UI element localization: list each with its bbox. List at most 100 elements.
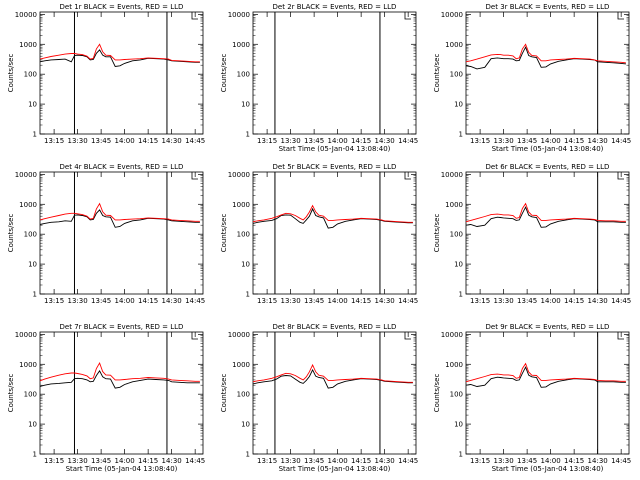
y-tick-label: 10 [28, 261, 37, 269]
panel-title: Det 7r BLACK = Events, RED = LLD [60, 323, 184, 331]
x-tick-label: 14:00 [541, 297, 561, 305]
y-tick-label: 10000 [15, 331, 37, 339]
step-marker [404, 12, 411, 20]
detector-panel-7: Det 7r BLACK = Events, RED = LLD 1 10 100 10… [7, 323, 205, 473]
x-tick-label: 14:30 [588, 297, 608, 305]
series-line-lld [465, 43, 626, 64]
x-tick-label: 14:00 [328, 297, 348, 305]
x-tick-label: 13:15 [44, 457, 64, 465]
x-tick-label: 14:45 [611, 137, 631, 145]
x-tick-label: 14:45 [185, 297, 205, 305]
y-axis-label: Counts/sec [7, 54, 15, 93]
x-tick-label: 13:45 [91, 137, 111, 145]
series-line-events [39, 209, 200, 228]
series-line-lld [39, 202, 200, 222]
y-tick-label: 100 [450, 391, 463, 399]
y-tick-label: 10 [454, 421, 463, 429]
x-tick-label: 14:00 [328, 457, 348, 465]
x-tick-label: 13:15 [257, 297, 277, 305]
y-tick-label: 1000 [232, 361, 250, 369]
y-axis-label: Counts/sec [220, 54, 228, 93]
x-tick-label: 14:45 [185, 457, 205, 465]
x-tick-label: 13:15 [257, 137, 277, 145]
series-line-events [39, 49, 200, 67]
step-marker [617, 12, 624, 20]
y-tick-label: 10 [241, 421, 250, 429]
y-tick-label: 10000 [228, 11, 250, 19]
step-marker [404, 172, 411, 180]
y-tick-label: 100 [237, 71, 250, 79]
plot-frame [465, 11, 630, 135]
x-tick-label: 13:45 [304, 457, 324, 465]
x-tick-label: 14:15 [564, 297, 584, 305]
series-line-lld [465, 202, 626, 223]
x-tick-label: 13:30 [281, 457, 301, 465]
x-axis-label: Start Time (05-Jan-04 13:08:40) [279, 465, 391, 473]
x-tick-label: 14:45 [398, 457, 418, 465]
x-tick-label: 14:00 [115, 457, 135, 465]
y-tick-label: 10000 [228, 171, 250, 179]
detector-panel-6: Det 6r BLACK = Events, RED = LLD 1 10 100 10… [433, 163, 631, 305]
x-tick-label: 13:45 [304, 137, 324, 145]
y-tick-label: 10000 [441, 331, 463, 339]
y-tick-label: 100 [450, 231, 463, 239]
x-tick-label: 14:30 [162, 457, 182, 465]
x-tick-label: 13:45 [517, 297, 537, 305]
x-tick-label: 13:30 [281, 137, 301, 145]
detector-panel-5: Det 5r BLACK = Events, RED = LLD 1 10 100 10… [220, 163, 418, 305]
x-tick-label: 14:30 [162, 137, 182, 145]
detector-panel-3: Det 3r BLACK = Events, RED = LLD 1 10 100 10… [433, 3, 631, 153]
detector-panel-8: Det 8r BLACK = Events, RED = LLD 1 10 100 10… [220, 323, 418, 473]
y-tick-label: 10 [454, 101, 463, 109]
y-tick-label: 10 [241, 101, 250, 109]
y-tick-label: 1000 [445, 41, 463, 49]
series-line-events [465, 46, 626, 70]
y-axis-label: Counts/sec [7, 214, 15, 253]
x-tick-label: 14:30 [375, 457, 395, 465]
y-tick-label: 1000 [232, 201, 250, 209]
series-line-events [465, 366, 626, 388]
x-tick-label: 14:45 [185, 137, 205, 145]
x-tick-label: 14:15 [351, 137, 371, 145]
plot-frame [39, 171, 204, 295]
y-tick-label: 10 [241, 261, 250, 269]
plot-frame [39, 331, 204, 455]
y-tick-label: 1 [33, 131, 37, 139]
y-axis-label: Counts/sec [433, 214, 441, 253]
series-line-lld [252, 363, 413, 383]
x-tick-label: 14:45 [398, 137, 418, 145]
series-line-events [252, 368, 413, 389]
y-tick-label: 100 [24, 71, 37, 79]
panel-title: Det 3r BLACK = Events, RED = LLD [486, 3, 610, 11]
x-tick-label: 14:15 [564, 137, 584, 145]
x-tick-label: 14:15 [351, 457, 371, 465]
y-tick-label: 10000 [441, 11, 463, 19]
y-axis-label: Counts/sec [433, 374, 441, 413]
detector-panel-9: Det 9r BLACK = Events, RED = LLD 1 10 100 10… [433, 323, 631, 473]
y-tick-label: 1000 [19, 361, 37, 369]
y-tick-label: 1000 [232, 41, 250, 49]
panel-title: Det 2r BLACK = Events, RED = LLD [273, 3, 397, 11]
y-tick-label: 10000 [15, 171, 37, 179]
step-marker [191, 172, 198, 180]
x-tick-label: 14:15 [564, 457, 584, 465]
panel-title: Det 8r BLACK = Events, RED = LLD [273, 323, 397, 331]
step-marker [191, 12, 198, 20]
y-tick-label: 100 [237, 231, 250, 239]
x-tick-label: 14:30 [162, 297, 182, 305]
y-tick-label: 10000 [441, 171, 463, 179]
detector-panel-1: Det 1r BLACK = Events, RED = LLD 1 10 100 10… [7, 3, 205, 145]
y-tick-label: 10 [28, 101, 37, 109]
plot-frame [252, 11, 417, 135]
series-line-lld [252, 204, 413, 223]
y-tick-label: 1000 [19, 41, 37, 49]
series-line-events [465, 206, 626, 228]
detector-panel-4: Det 4r BLACK = Events, RED = LLD 1 10 100 10… [7, 163, 205, 305]
series-line-lld [465, 362, 626, 383]
y-tick-label: 10 [28, 421, 37, 429]
y-tick-label: 100 [24, 231, 37, 239]
y-tick-label: 100 [450, 71, 463, 79]
y-axis-label: Counts/sec [220, 214, 228, 253]
y-tick-label: 10000 [15, 11, 37, 19]
panel-title: Det 4r BLACK = Events, RED = LLD [60, 163, 184, 171]
